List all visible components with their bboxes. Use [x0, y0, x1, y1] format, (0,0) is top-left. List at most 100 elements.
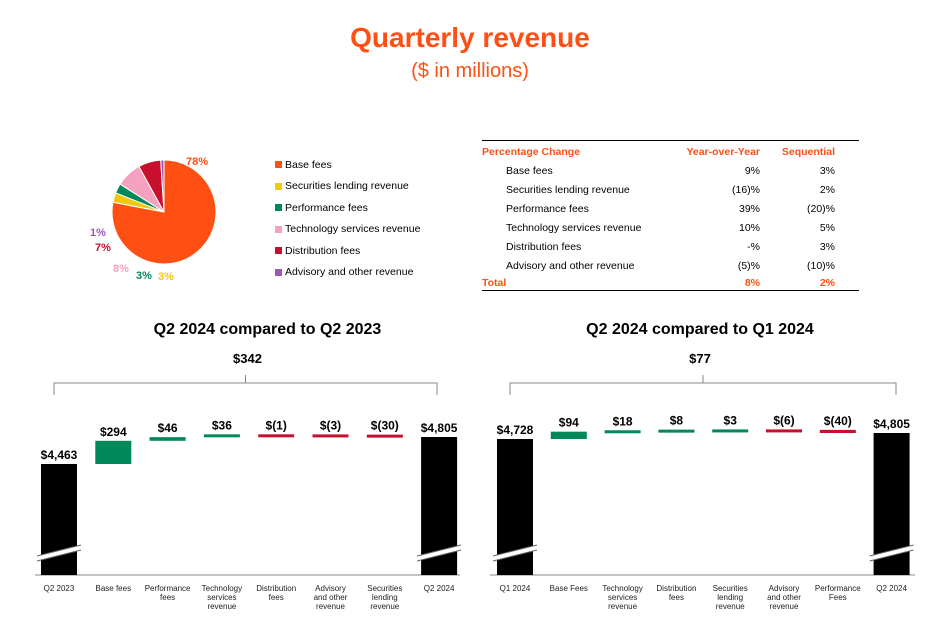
tick-label: Securities: [367, 584, 402, 593]
legend-item: Securities lending revenue: [275, 176, 420, 198]
tick-label: Performance: [145, 584, 191, 593]
tick-label: revenue: [770, 602, 799, 611]
tick-label: revenue: [716, 602, 745, 611]
bar-value-label: $(6): [773, 413, 794, 427]
legend-swatch: [275, 161, 282, 169]
bar-value-label: $18: [613, 414, 633, 428]
bar-value-label: $(1): [266, 418, 287, 432]
table-total-row: Total 8% 2%: [482, 275, 859, 291]
table-header: Sequential: [760, 140, 859, 161]
tick-label: revenue: [316, 602, 345, 611]
bar-value-label: $4,728: [497, 423, 534, 437]
axis-break: [869, 544, 914, 557]
row-label: Performance fees: [506, 202, 589, 215]
row-label: Base fees: [506, 164, 553, 177]
change-bar: [95, 440, 132, 464]
pie-label: 8%: [113, 263, 129, 275]
seq-total-change: $77: [689, 351, 711, 366]
tick-label: lending: [372, 593, 398, 602]
tick-label: Distribution: [256, 584, 296, 593]
tick-label: and other: [314, 593, 348, 602]
tick-label: Base Fees: [550, 584, 588, 593]
seq-value: 3%: [819, 240, 835, 253]
change-bar: [766, 429, 802, 433]
pie-label: 3%: [158, 271, 174, 283]
legend-label: Advisory and other revenue: [285, 266, 414, 279]
change-bar: [819, 429, 856, 433]
percentage-change-table: Percentage Change Year-over-Year Sequent…: [482, 140, 859, 291]
tick-label: fees: [669, 593, 684, 602]
legend-swatch: [275, 204, 282, 212]
change-bar: [258, 434, 295, 438]
total-yoy: 8%: [650, 275, 760, 291]
yoy-value: 39%: [738, 202, 760, 215]
row-label: Distribution fees: [506, 240, 582, 253]
tick-label: Distribution: [656, 584, 696, 593]
bracket-line: [509, 382, 897, 395]
pie-label: 78%: [186, 156, 208, 168]
tick-label: Performance: [815, 584, 861, 593]
pie-label: 3%: [136, 270, 152, 282]
bar-value-label: $294: [100, 425, 127, 439]
yoy-value: (16)%: [731, 183, 760, 196]
total-label: Total: [482, 275, 650, 291]
axis-break: [37, 545, 81, 561]
seq-value: 2%: [819, 183, 835, 196]
legend-item: Advisory and other revenue: [275, 262, 420, 284]
tick-label: services: [608, 593, 637, 602]
table-row: Base fees 9% 3%: [482, 161, 859, 180]
change-bar: [550, 431, 587, 439]
table-row: Performance fees 39% (20)%: [482, 199, 859, 218]
bar-value-label: $(40): [824, 414, 852, 428]
pie-label: 1%: [90, 227, 106, 239]
tick-label: Base fees: [96, 584, 132, 593]
table-header: Percentage Change: [482, 140, 650, 161]
pie-label: 7%: [95, 242, 111, 254]
tick-label: and other: [767, 593, 801, 602]
axis-break: [416, 549, 462, 562]
tick-label: Technology: [202, 584, 242, 593]
bar-value-label: $3: [724, 413, 738, 427]
change-bar: [658, 429, 695, 433]
tick-label: Q2 2024: [424, 584, 455, 593]
change-bar: [366, 434, 403, 438]
tick-label: Advisory: [315, 584, 346, 593]
tick-label: lending: [717, 593, 743, 602]
bar-value-label: $8: [670, 414, 684, 428]
legend-label: Base fees: [285, 158, 332, 171]
change-bar: [712, 429, 749, 433]
bar-value-label: $4,805: [421, 421, 458, 435]
table-row: Technology services revenue 10% 5%: [482, 218, 859, 237]
legend-swatch: [275, 247, 282, 255]
bar-value-label: $94: [559, 416, 579, 430]
yoy-value: 9%: [744, 164, 760, 177]
seq-value: (10)%: [806, 259, 835, 272]
legend-item: Performance fees: [275, 197, 420, 219]
axis-break: [36, 549, 82, 562]
seq-chart-title: Q2 2024 compared to Q1 2024: [586, 321, 814, 338]
tick-label: revenue: [370, 602, 399, 611]
tick-label: revenue: [207, 602, 236, 611]
yoy-chart-title: Q2 2024 compared to Q2 2023: [153, 321, 382, 338]
table-header-row: Percentage Change Year-over-Year Sequent…: [482, 140, 859, 161]
legend-label: Distribution fees: [285, 244, 361, 257]
change-bar: [203, 434, 240, 438]
tick-label: Q2 2023: [44, 584, 75, 593]
axis-break: [493, 545, 537, 561]
yoy-value: (5)%: [737, 259, 760, 272]
table-row: Distribution fees -% 3%: [482, 237, 859, 256]
legend-item: Distribution fees: [275, 240, 420, 262]
tick-label: Advisory: [769, 584, 800, 593]
legend-swatch: [275, 225, 282, 233]
bar-value-label: $36: [212, 418, 232, 432]
pie-legend: Base fees Securities lending revenue Per…: [275, 154, 420, 283]
legend-item: Base fees: [275, 154, 420, 176]
page-subtitle: ($ in millions): [411, 60, 529, 82]
axis-break: [869, 549, 914, 562]
legend-swatch: [275, 268, 282, 276]
legend-item: Technology services revenue: [275, 219, 420, 241]
axis-break: [36, 544, 82, 557]
table-header: Year-over-Year: [650, 140, 760, 161]
tick-label: fees: [160, 593, 175, 602]
